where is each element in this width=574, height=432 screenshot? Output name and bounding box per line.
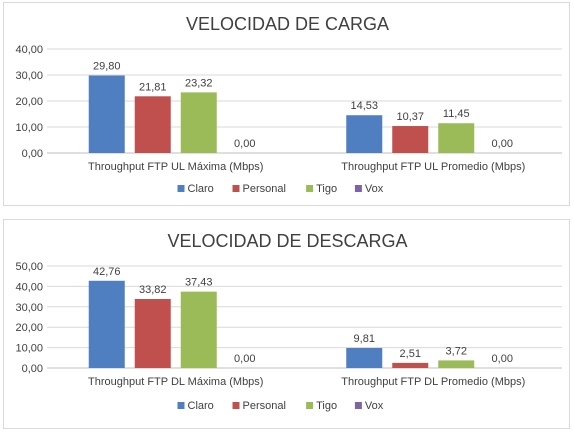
bar-tigo: [438, 360, 475, 368]
upload-speed-chart-svg: VELOCIDAD DE CARGA 0,00 10,00 20,00 30,00 40,…: [15, 14, 562, 195]
bar-personal: [134, 299, 171, 368]
data-label: 2,51: [400, 348, 421, 360]
data-label: 23,32: [185, 77, 213, 89]
category-label: Throughput FTP UL Máxima (Mbps): [88, 161, 263, 173]
bar-personal: [392, 362, 429, 368]
y-tick-label: 10,00: [15, 122, 43, 134]
legend-label: Personal: [243, 400, 286, 412]
download-speed-chart: VELOCIDAD DE DESCARGA 0,00 10,00 20,00 30,00…: [3, 219, 570, 429]
data-label: 0,00: [234, 138, 255, 150]
bar-tigo: [180, 92, 217, 153]
legend-label: Claro: [188, 400, 214, 412]
bar-claro: [346, 347, 383, 368]
legend-label: Tigo: [316, 400, 337, 412]
legend-label: Vox: [365, 400, 384, 412]
chart-title: VELOCIDAD DE CARGA: [186, 14, 389, 34]
y-tick-label: 0,00: [22, 363, 43, 375]
category-label: Throughput FTP DL Promedio (Mbps): [341, 376, 525, 388]
data-label: 3,72: [446, 345, 467, 357]
bar-personal: [134, 96, 171, 153]
legend-swatch-claro: [177, 185, 185, 192]
bar-claro: [346, 115, 383, 153]
data-label: 11,45: [443, 108, 470, 120]
legend-swatch-claro: [177, 402, 185, 409]
bar-claro: [88, 75, 125, 153]
data-label: 42,76: [93, 266, 121, 278]
y-tick-label: 30,00: [15, 70, 43, 82]
bar-tigo: [438, 123, 475, 153]
data-label: 0,00: [492, 138, 513, 150]
data-label: 29,80: [93, 61, 121, 73]
category-label: Throughput FTP UL Promedio (Mbps): [341, 161, 525, 173]
data-label: 14,53: [350, 100, 378, 112]
legend-swatch-vox: [354, 185, 362, 192]
bar-claro: [88, 280, 125, 368]
download-speed-chart-svg: VELOCIDAD DE DESCARGA 0,00 10,00 20,00 30,00…: [15, 231, 562, 412]
data-label: 0,00: [234, 353, 255, 365]
upload-speed-chart: VELOCIDAD DE CARGA 0,00 10,00 20,00 30,00 40,…: [3, 2, 570, 206]
data-label: 9,81: [354, 333, 375, 345]
y-tick-label: 50,00: [15, 261, 43, 273]
category-label: Throughput FTP DL Máxima (Mbps): [88, 376, 263, 388]
data-label: 10,37: [396, 111, 424, 123]
y-tick-label: 20,00: [15, 322, 43, 334]
data-label: 33,82: [139, 284, 167, 296]
y-tick-label: 40,00: [15, 281, 43, 293]
legend-label: Tigo: [316, 183, 337, 195]
legend-swatch-personal: [232, 185, 240, 192]
data-label: 21,81: [139, 81, 167, 93]
chart-title: VELOCIDAD DE DESCARGA: [167, 231, 407, 251]
y-tick-label: 10,00: [15, 343, 43, 355]
bar-personal: [392, 126, 429, 153]
data-label: 0,00: [492, 353, 513, 365]
y-tick-label: 30,00: [15, 302, 43, 314]
y-tick-label: 20,00: [15, 96, 43, 108]
legend-label: Personal: [243, 183, 286, 195]
y-tick-label: 0,00: [22, 148, 43, 160]
y-tick-label: 40,00: [15, 44, 43, 56]
legend-swatch-personal: [232, 402, 240, 409]
legend-swatch-vox: [354, 402, 362, 409]
legend-label: Claro: [188, 183, 214, 195]
data-label: 37,43: [185, 277, 213, 289]
legend-swatch-tigo: [306, 185, 314, 192]
bar-tigo: [180, 291, 217, 368]
legend-label: Vox: [365, 183, 384, 195]
legend-swatch-tigo: [306, 402, 314, 409]
